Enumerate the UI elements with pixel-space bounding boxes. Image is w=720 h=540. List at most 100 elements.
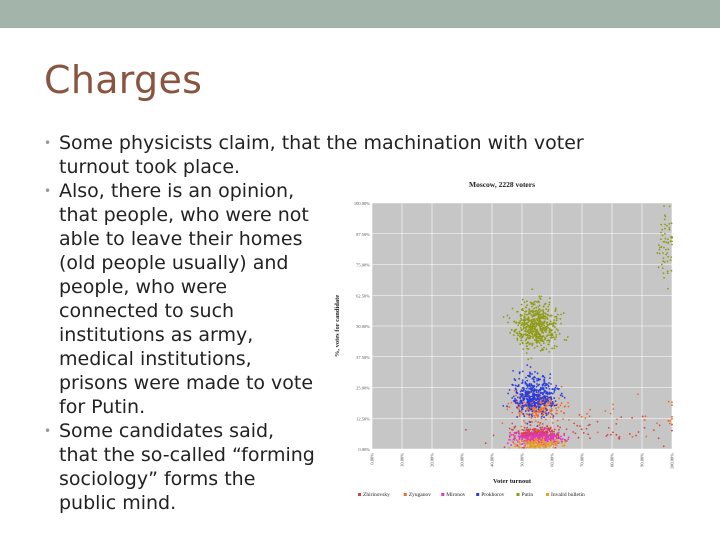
data-point [667, 400, 670, 403]
data-point [558, 428, 560, 431]
data-point [549, 297, 551, 300]
data-point [550, 409, 553, 412]
data-point [659, 246, 661, 249]
data-point [548, 388, 551, 390]
data-point [667, 242, 669, 245]
data-point [526, 318, 528, 320]
data-point [516, 444, 519, 446]
data-point [524, 422, 527, 424]
data-point [671, 401, 673, 404]
legend-label: Invalid bulletin [551, 492, 585, 498]
data-point [509, 438, 511, 441]
data-point [522, 325, 525, 328]
data-point [537, 377, 540, 380]
data-point [525, 392, 528, 394]
data-point [527, 358, 530, 361]
data-point [531, 435, 534, 438]
data-point [525, 376, 527, 379]
data-point [529, 323, 532, 325]
data-point [532, 378, 535, 381]
y-tick-label: 75.00% [356, 263, 370, 268]
data-point [530, 326, 533, 328]
data-point [550, 383, 552, 385]
data-point [544, 432, 547, 435]
data-point [532, 376, 535, 379]
data-point [521, 342, 524, 345]
data-point [520, 332, 522, 335]
data-point [523, 436, 525, 439]
data-point [605, 435, 608, 437]
data-point [553, 446, 555, 449]
data-point [540, 412, 543, 415]
data-point [532, 429, 535, 432]
data-point [545, 387, 548, 389]
x-tick-label: 100.00% [670, 453, 675, 469]
data-point [521, 322, 524, 324]
data-point [670, 236, 673, 239]
data-point [596, 420, 599, 423]
data-point [541, 426, 544, 429]
data-point [643, 419, 646, 422]
data-point [533, 334, 536, 336]
data-point [536, 312, 539, 315]
data-point [555, 443, 557, 446]
data-point [556, 412, 558, 415]
data-point [542, 397, 545, 400]
y-tick-label: 50.00% [356, 324, 370, 329]
data-point [556, 419, 559, 422]
data-point [631, 435, 634, 438]
data-point [543, 303, 546, 306]
data-point [540, 401, 543, 404]
data-point [508, 406, 511, 409]
data-point [508, 389, 511, 391]
data-point [537, 339, 540, 342]
data-point [666, 252, 669, 254]
data-point [554, 315, 556, 318]
data-point [670, 269, 673, 272]
data-point [510, 328, 513, 331]
data-point [527, 408, 529, 411]
data-point [555, 315, 558, 318]
data-point [557, 406, 560, 409]
data-point [658, 252, 661, 255]
data-point [533, 307, 536, 310]
data-point [664, 223, 667, 226]
data-point [669, 419, 671, 422]
data-point [526, 446, 529, 449]
data-point [549, 439, 552, 442]
data-point [551, 422, 554, 424]
data-point [546, 395, 548, 398]
data-point [612, 408, 615, 410]
data-point [526, 422, 529, 425]
data-point [549, 432, 552, 435]
bullet-marker: • [44, 136, 52, 150]
data-point [559, 394, 562, 397]
data-point [527, 319, 530, 322]
data-point [620, 416, 623, 419]
data-point [530, 414, 533, 416]
data-point [512, 370, 515, 372]
data-point [539, 317, 542, 320]
data-point [564, 441, 566, 444]
data-point [551, 336, 553, 339]
data-point [528, 308, 531, 311]
data-point [618, 437, 621, 440]
data-point [663, 240, 666, 243]
data-point [588, 423, 591, 426]
data-point [542, 444, 545, 447]
data-point [537, 317, 540, 320]
data-point [530, 438, 532, 441]
data-point [539, 446, 542, 449]
legend-label: Mironov [446, 492, 466, 498]
data-point [523, 441, 525, 443]
data-point [531, 309, 534, 312]
data-point [550, 412, 553, 415]
data-point [545, 414, 548, 417]
data-point [567, 401, 569, 404]
data-point [671, 404, 673, 407]
data-point [541, 349, 544, 351]
data-point [553, 319, 556, 322]
data-point [555, 384, 558, 387]
y-tick-label: 62.50% [356, 293, 370, 298]
data-point [530, 357, 533, 360]
